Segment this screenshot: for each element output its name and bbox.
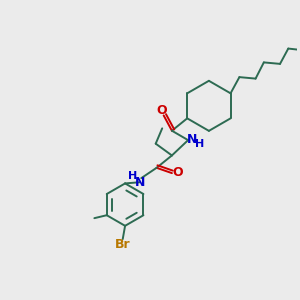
Text: N: N	[135, 176, 145, 189]
Text: N: N	[186, 133, 197, 146]
Text: H: H	[195, 139, 204, 149]
Text: H: H	[128, 171, 137, 181]
Text: O: O	[156, 103, 166, 117]
Text: Br: Br	[115, 238, 130, 251]
Text: O: O	[172, 166, 182, 179]
